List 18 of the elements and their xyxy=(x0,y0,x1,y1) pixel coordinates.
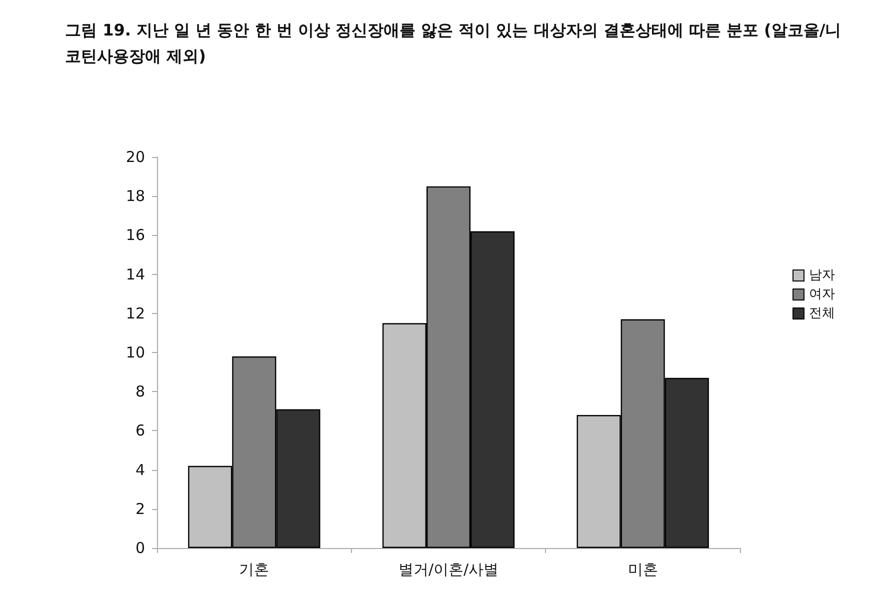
legend-label: 남자 xyxy=(809,268,835,283)
legend-label: 전체 xyxy=(809,306,835,321)
legend-label: 여자 xyxy=(809,287,835,302)
y-tick-label: 14 xyxy=(126,265,145,284)
y-tick-label: 8 xyxy=(135,382,145,401)
x-tick-label: 미혼 xyxy=(628,560,658,578)
y-tick-label: 4 xyxy=(135,460,145,479)
y-tick-label: 20 xyxy=(126,148,145,166)
y-tick-label: 12 xyxy=(126,304,145,322)
x-tick-label: 기혼 xyxy=(239,560,270,578)
y-tick-label: 18 xyxy=(126,187,145,206)
y-tick-label: 10 xyxy=(126,344,145,362)
y-tick-label: 6 xyxy=(135,422,145,440)
y-tick-label: 0 xyxy=(135,539,145,557)
x-tick-label: 별거/이혼/사별 xyxy=(398,560,499,578)
chart-title: 그림 19. 지난 일 년 동안 한 번 이상 정신장애를 앓은 적이 있는 대상자의 결혼상태에 따른 분포 (알코올/니코틴사용장애 제외) xyxy=(65,20,842,66)
y-tick-label: 16 xyxy=(126,226,145,244)
y-tick-label: 2 xyxy=(135,500,145,518)
